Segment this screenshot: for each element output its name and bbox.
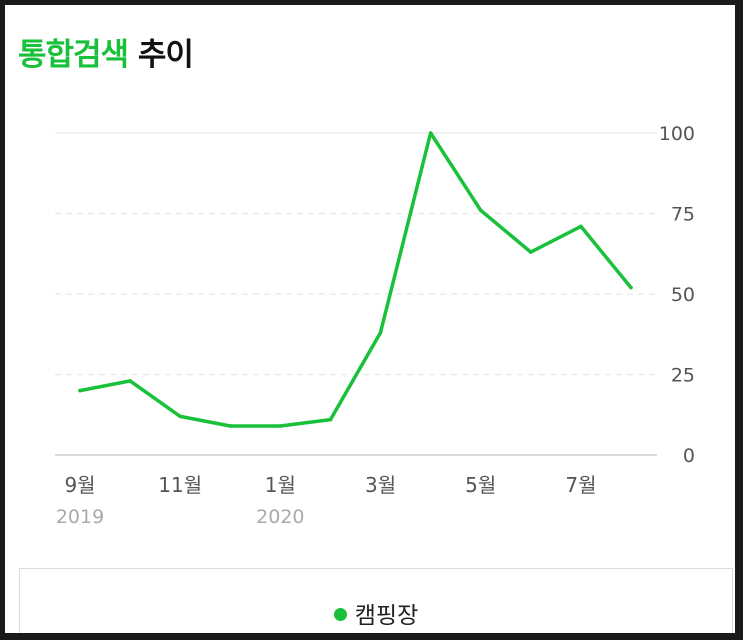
data-point: [228, 424, 233, 428]
chart-title: 통합검색 추이: [18, 29, 194, 74]
data-point: [428, 131, 433, 135]
data-point: [78, 388, 82, 393]
chart-card: 통합검색 추이 0 25 50 75 100 9월 2019 11월 1월 2020 3월 5월 7월 …: [5, 5, 735, 633]
legend: 캠핑장: [19, 568, 733, 633]
data-point: [178, 414, 182, 419]
x-tick-label: 7월: [565, 473, 596, 497]
data-point: [529, 250, 533, 254]
y-tick-label: 75: [671, 204, 695, 226]
x-tick-sublabel: 2020: [256, 506, 304, 528]
data-point: [128, 379, 132, 383]
x-tick-label: 9월: [64, 473, 95, 497]
data-point: [328, 417, 333, 422]
y-tick-label: 50: [671, 284, 695, 306]
x-tick-label: 11월: [158, 473, 202, 497]
x-tick-label: 3월: [365, 473, 396, 497]
x-tick-label: 1월: [265, 473, 296, 497]
data-point: [378, 330, 383, 335]
legend-item-series[interactable]: 캠핑장: [20, 596, 732, 630]
legend-label: 캠핑장: [354, 603, 419, 629]
series-line: [78, 131, 633, 428]
x-tick-sublabel: 2019: [56, 506, 104, 528]
data-point: [629, 285, 633, 290]
x-tick-label: 5월: [465, 473, 496, 497]
y-tick-label: 25: [671, 365, 695, 387]
data-point: [579, 224, 583, 229]
title-highlight: 통합검색: [18, 37, 129, 73]
legend-dot-icon: [333, 608, 347, 621]
title-rest: 추이: [137, 37, 194, 73]
line-chart: 0 25 50 75 100 9월 2019 11월 1월 2020 3월 5월 7월: [55, 123, 695, 528]
data-point: [278, 424, 283, 428]
y-tick-label: 0: [683, 445, 695, 467]
data-point: [478, 208, 483, 213]
y-tick-label: 100: [659, 123, 695, 145]
